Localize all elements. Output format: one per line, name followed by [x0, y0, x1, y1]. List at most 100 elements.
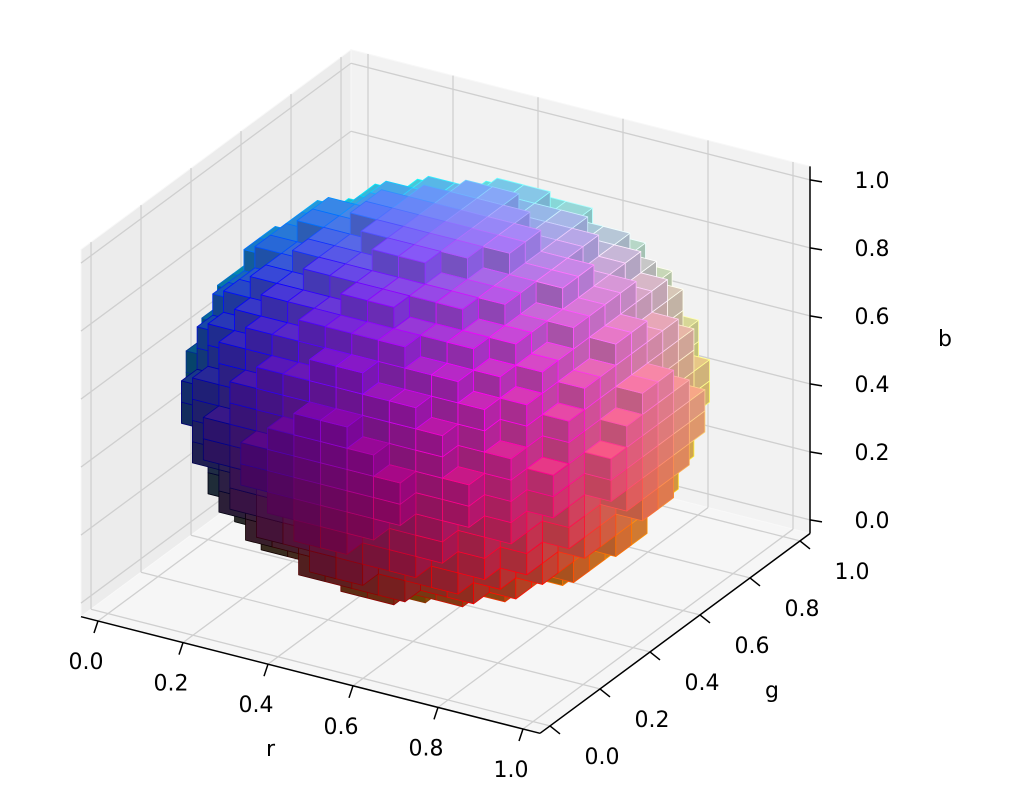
voxel-face	[546, 308, 590, 329]
voxel	[291, 238, 336, 279]
voxel	[604, 313, 648, 355]
y-tick	[699, 614, 711, 624]
y-tick-label: 0.4	[685, 671, 720, 696]
y-tick	[749, 577, 761, 587]
voxel	[526, 456, 570, 498]
voxel	[340, 281, 384, 323]
y-tick	[599, 688, 611, 698]
y-tick	[649, 651, 661, 661]
y-tick-label: 0.6	[735, 634, 770, 659]
voxel	[551, 257, 595, 299]
z-tick-label: 0.0	[855, 509, 890, 534]
y-tick	[549, 725, 561, 735]
voxel	[266, 415, 311, 457]
voxel	[398, 244, 442, 285]
voxel	[488, 325, 532, 366]
x-tick-label: 0.2	[154, 672, 189, 697]
z-tick	[809, 383, 823, 387]
voxel	[515, 353, 559, 394]
grid-line	[522, 528, 794, 730]
y-tick-label: 0.2	[635, 708, 670, 733]
voxel-face	[430, 362, 475, 383]
x-tick	[178, 642, 184, 655]
voxel	[293, 401, 337, 442]
voxel	[366, 288, 411, 330]
voxel-face	[377, 328, 421, 348]
z-tick-label: 0.6	[855, 305, 890, 330]
voxel	[420, 323, 464, 364]
y-axis-label: g	[765, 678, 779, 703]
grid-line	[140, 571, 601, 690]
z-tick	[809, 519, 823, 523]
grid-line	[80, 62, 352, 264]
x-tick-label: 0.0	[69, 650, 104, 675]
voxel	[484, 510, 528, 545]
voxel	[504, 313, 548, 355]
voxel	[440, 239, 484, 280]
voxel	[446, 330, 490, 371]
voxel	[457, 390, 501, 432]
voxel	[598, 244, 642, 285]
voxel	[498, 222, 542, 264]
x-tick-label: 0.4	[239, 693, 274, 718]
x-tick-label: 1.0	[494, 758, 529, 783]
voxel	[249, 264, 293, 305]
grid-line	[350, 130, 811, 249]
voxel-face	[398, 244, 442, 264]
voxel	[477, 285, 521, 327]
voxel	[388, 388, 432, 430]
y-tick-label: 1.0	[835, 560, 870, 585]
voxel-face	[488, 325, 532, 345]
voxel	[430, 362, 475, 404]
voxel	[324, 314, 368, 356]
z-tick	[809, 315, 823, 319]
voxel	[404, 356, 448, 397]
z-tick-label: 0.8	[855, 237, 890, 262]
voxel	[373, 464, 417, 505]
x-tick	[93, 620, 99, 634]
voxel	[255, 355, 300, 396]
voxel-face	[366, 288, 411, 308]
voxel-face	[446, 330, 490, 350]
voxel	[615, 374, 659, 416]
voxel-sphere	[180, 175, 710, 608]
voxel	[556, 227, 599, 269]
voxel-face	[440, 239, 484, 259]
voxel	[441, 466, 486, 507]
x-tick	[433, 707, 439, 720]
voxel	[260, 282, 304, 324]
z-axis-label: b	[938, 327, 952, 352]
x-tick	[348, 685, 354, 699]
voxel	[335, 354, 379, 395]
y-tick-label: 0.8	[785, 597, 820, 622]
x-tick	[518, 728, 524, 742]
voxel	[362, 382, 406, 423]
voxel-face	[477, 285, 521, 305]
grid-line	[80, 130, 352, 332]
voxel	[320, 408, 364, 449]
voxel	[309, 347, 353, 388]
voxel-face	[535, 269, 579, 289]
voxel	[484, 468, 528, 502]
voxel	[542, 402, 585, 443]
grid-line	[90, 608, 551, 727]
z-tick	[809, 179, 823, 183]
voxel	[377, 328, 421, 369]
grid-line	[437, 507, 709, 708]
voxel	[526, 484, 570, 519]
z-tick-label: 1.0	[855, 169, 890, 194]
x-tick-label: 0.6	[324, 715, 359, 740]
voxel	[473, 358, 517, 399]
z-tick	[809, 451, 823, 455]
voxel	[457, 418, 501, 453]
voxel	[499, 386, 543, 427]
voxel	[535, 269, 579, 310]
x-axis-line	[80, 615, 541, 735]
x-tick	[263, 663, 269, 677]
voxel	[499, 541, 543, 576]
x-tick-label: 0.8	[409, 736, 444, 761]
y-tick	[799, 540, 811, 550]
z-tick-label: 0.4	[855, 373, 890, 398]
voxel-face	[482, 234, 526, 254]
